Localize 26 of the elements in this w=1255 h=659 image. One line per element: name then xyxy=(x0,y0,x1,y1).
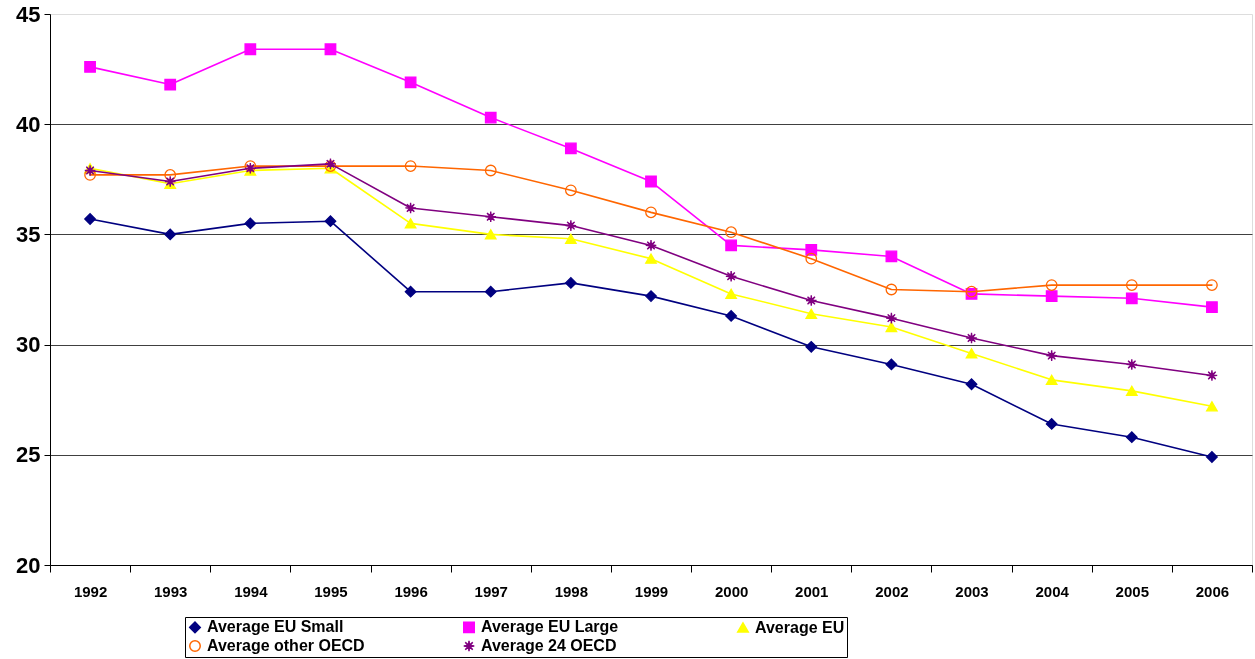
y-tick-label: 45 xyxy=(16,1,41,27)
y-tick-label: 25 xyxy=(16,442,41,468)
x-tick-label: 2006 xyxy=(1195,582,1230,600)
x-tick-label: 1997 xyxy=(474,582,508,600)
legend-label: Average EU Small xyxy=(207,618,344,636)
legend-label: Average EU xyxy=(755,618,845,636)
x-tick-label: 1992 xyxy=(73,582,108,600)
x-tick-label: 1999 xyxy=(634,582,669,600)
x-tick-label: 2004 xyxy=(1035,582,1070,600)
y-tick-label: 35 xyxy=(16,221,41,247)
x-tick-label: 2000 xyxy=(714,582,749,600)
x-tick-label: 1994 xyxy=(234,582,269,600)
legend-label: Average 24 OECD xyxy=(481,637,617,654)
legend-label: Average other OECD xyxy=(207,637,365,654)
x-tick-label: 1993 xyxy=(154,582,188,600)
y-tick-label: 40 xyxy=(16,111,41,137)
x-tick-label: 2003 xyxy=(955,582,989,600)
y-tick-label: 30 xyxy=(16,332,41,358)
x-tick-label: 2001 xyxy=(795,582,829,600)
x-tick-label: 1995 xyxy=(314,582,348,600)
x-tick-label: 2002 xyxy=(875,582,909,600)
x-tick-label: 1996 xyxy=(394,582,428,600)
x-tick-label: 2005 xyxy=(1115,582,1149,600)
x-tick-label: 1998 xyxy=(554,582,589,600)
legend-label: Average EU Large xyxy=(481,618,619,636)
y-tick-label: 20 xyxy=(16,552,41,578)
